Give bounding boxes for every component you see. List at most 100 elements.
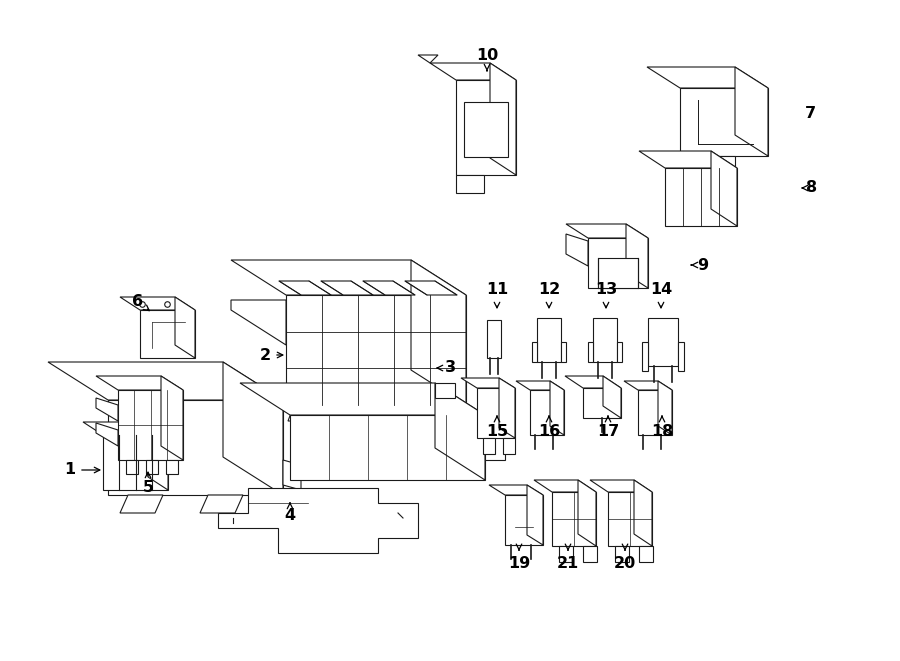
Polygon shape xyxy=(566,224,648,238)
Text: 5: 5 xyxy=(142,481,154,496)
Polygon shape xyxy=(166,460,178,474)
Polygon shape xyxy=(642,342,648,371)
Polygon shape xyxy=(608,492,652,546)
Text: 4: 4 xyxy=(284,508,295,522)
Polygon shape xyxy=(321,281,373,295)
Polygon shape xyxy=(561,342,566,362)
Polygon shape xyxy=(430,63,516,80)
Polygon shape xyxy=(411,260,466,405)
Polygon shape xyxy=(456,175,484,193)
Polygon shape xyxy=(435,383,455,398)
Polygon shape xyxy=(680,88,768,156)
Polygon shape xyxy=(550,381,564,435)
Polygon shape xyxy=(120,495,163,513)
Polygon shape xyxy=(120,297,195,310)
Polygon shape xyxy=(146,460,158,474)
Polygon shape xyxy=(418,55,438,63)
Text: 8: 8 xyxy=(806,180,817,196)
Text: 1: 1 xyxy=(65,463,76,477)
Polygon shape xyxy=(490,63,516,175)
Polygon shape xyxy=(286,295,466,405)
Polygon shape xyxy=(566,234,588,266)
Text: 12: 12 xyxy=(538,282,560,297)
Polygon shape xyxy=(588,238,648,288)
Text: 3: 3 xyxy=(445,360,455,375)
Text: 15: 15 xyxy=(486,424,508,440)
Polygon shape xyxy=(405,281,457,295)
Polygon shape xyxy=(527,485,543,545)
Polygon shape xyxy=(530,390,564,435)
Polygon shape xyxy=(534,480,596,492)
Text: 20: 20 xyxy=(614,555,636,570)
Polygon shape xyxy=(617,342,622,362)
Polygon shape xyxy=(231,260,466,295)
Polygon shape xyxy=(96,423,118,446)
Polygon shape xyxy=(678,342,684,371)
Polygon shape xyxy=(565,376,621,388)
Text: 14: 14 xyxy=(650,282,672,297)
Polygon shape xyxy=(372,405,398,421)
Text: 16: 16 xyxy=(538,424,560,440)
Polygon shape xyxy=(108,400,283,495)
Polygon shape xyxy=(103,435,168,490)
Polygon shape xyxy=(598,258,638,288)
Text: 10: 10 xyxy=(476,48,498,63)
Polygon shape xyxy=(461,378,515,388)
Text: 9: 9 xyxy=(698,258,708,272)
Polygon shape xyxy=(344,405,370,421)
Polygon shape xyxy=(711,151,737,226)
Polygon shape xyxy=(148,422,168,490)
Polygon shape xyxy=(634,480,652,546)
Polygon shape xyxy=(489,485,543,495)
Polygon shape xyxy=(279,281,331,295)
Polygon shape xyxy=(658,381,672,435)
Polygon shape xyxy=(505,495,543,545)
Polygon shape xyxy=(583,388,621,418)
Polygon shape xyxy=(456,80,516,175)
Polygon shape xyxy=(240,383,485,415)
Polygon shape xyxy=(639,546,653,562)
Polygon shape xyxy=(485,435,505,460)
Polygon shape xyxy=(200,495,243,513)
Text: 18: 18 xyxy=(651,424,673,440)
Polygon shape xyxy=(593,318,617,362)
Polygon shape xyxy=(464,102,508,157)
Polygon shape xyxy=(516,381,564,390)
Polygon shape xyxy=(48,362,283,400)
Polygon shape xyxy=(161,376,183,460)
Polygon shape xyxy=(700,156,735,172)
Polygon shape xyxy=(590,480,652,492)
Polygon shape xyxy=(499,378,515,438)
Polygon shape xyxy=(559,546,573,562)
Polygon shape xyxy=(639,151,737,168)
Polygon shape xyxy=(231,300,286,345)
Text: 21: 21 xyxy=(557,555,579,570)
Polygon shape xyxy=(735,67,768,156)
Text: 13: 13 xyxy=(595,282,617,297)
Polygon shape xyxy=(615,546,629,562)
Text: 19: 19 xyxy=(508,555,530,570)
Polygon shape xyxy=(552,492,596,546)
Text: 2: 2 xyxy=(259,348,271,362)
Polygon shape xyxy=(583,546,597,562)
Polygon shape xyxy=(126,460,138,474)
Polygon shape xyxy=(624,381,672,390)
Polygon shape xyxy=(588,342,593,362)
Polygon shape xyxy=(483,438,495,454)
Polygon shape xyxy=(503,438,515,454)
Polygon shape xyxy=(665,168,737,226)
Text: 11: 11 xyxy=(486,282,508,297)
Polygon shape xyxy=(223,362,283,495)
Polygon shape xyxy=(638,390,672,435)
Polygon shape xyxy=(487,320,501,358)
Polygon shape xyxy=(290,415,485,480)
Polygon shape xyxy=(316,405,342,421)
Polygon shape xyxy=(578,480,596,546)
Text: 7: 7 xyxy=(805,106,815,120)
Polygon shape xyxy=(648,318,678,366)
Polygon shape xyxy=(96,398,118,421)
Polygon shape xyxy=(477,388,515,438)
Polygon shape xyxy=(647,67,768,88)
Polygon shape xyxy=(537,318,561,362)
Polygon shape xyxy=(118,390,183,460)
